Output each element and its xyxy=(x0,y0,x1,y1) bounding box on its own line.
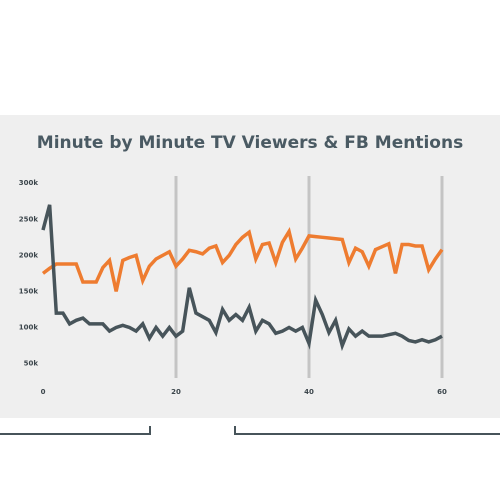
y-tick-label: 300k xyxy=(19,179,39,187)
bracket xyxy=(234,426,500,435)
y-tick-label: 100k xyxy=(19,324,39,332)
line xyxy=(41,227,444,292)
line xyxy=(41,204,443,352)
chart-title: Minute by Minute TV Viewers & FB Mention… xyxy=(37,133,463,153)
bracket xyxy=(0,426,151,435)
y-tick-label: 200k xyxy=(19,251,39,259)
y-tick-label: 50k xyxy=(24,360,39,368)
x-tick-label: 60 xyxy=(437,388,447,396)
x-tick-label: 20 xyxy=(171,388,181,396)
x-tick-label: 0 xyxy=(41,388,46,396)
x-tick-label: 40 xyxy=(304,388,314,396)
panel xyxy=(0,115,500,418)
plot: 0 20 40 60 50k 100k 150k 200k 250k 300k xyxy=(19,176,447,396)
y-tick-label: 250k xyxy=(19,215,39,223)
y-tick-label: 150k xyxy=(19,287,39,295)
